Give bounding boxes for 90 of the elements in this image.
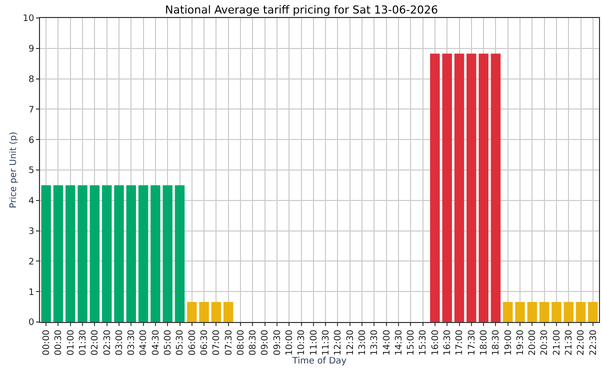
bar	[138, 185, 148, 322]
bar	[41, 185, 51, 322]
x-tick-label: 19:00	[504, 329, 514, 356]
bar	[174, 185, 185, 322]
x-tick-label: 05:00	[164, 329, 174, 356]
x-tick-label: 13:00	[358, 329, 368, 356]
x-tick-label: 17:00	[455, 329, 466, 356]
bar	[162, 185, 172, 322]
bar	[150, 185, 160, 322]
bar	[539, 302, 550, 322]
y-tick-label: 2	[28, 257, 34, 268]
y-tick-label: 7	[28, 105, 34, 116]
bar	[442, 54, 452, 322]
x-tick-label: 18:00	[479, 329, 490, 356]
x-tick-label: 11:00	[309, 329, 320, 356]
x-tick-label: 21:30	[564, 329, 575, 356]
bar	[454, 54, 464, 322]
x-tick-label: 01:30	[78, 329, 88, 356]
x-tick-label: 09:30	[272, 329, 283, 356]
x-axis-title: Time of Day	[291, 356, 348, 366]
y-tick-label: 4	[28, 196, 34, 207]
y-axis-title: Price per Unit (p)	[9, 132, 20, 208]
x-tick-label: 20:00	[528, 329, 538, 356]
bar	[114, 185, 124, 322]
x-tick-label: 10:00	[285, 329, 296, 356]
x-tick-label: 05:30	[176, 329, 186, 356]
x-tick-label: 04:30	[151, 329, 162, 356]
y-tick-label: 5	[28, 166, 34, 176]
bar	[211, 302, 222, 322]
x-tick-label: 12:30	[346, 329, 356, 356]
bar	[490, 54, 501, 322]
x-tick-label: 18:30	[492, 329, 502, 356]
x-tick-label: 16:00	[430, 329, 441, 356]
bar	[90, 185, 100, 322]
x-tick-label: 06:30	[200, 329, 210, 356]
bar	[503, 302, 513, 322]
x-tick-label: 09:00	[260, 329, 271, 356]
x-tick-label: 00:30	[54, 329, 64, 356]
bar	[588, 302, 598, 322]
x-tick-label: 12:00	[334, 329, 344, 356]
y-tick-label: 10	[22, 14, 34, 24]
x-tick-label: 22:30	[588, 329, 599, 356]
bar	[66, 185, 76, 322]
x-tick-label: 04:00	[139, 329, 150, 356]
bar	[53, 185, 64, 322]
bar	[126, 185, 136, 322]
x-tick-label: 06:00	[188, 329, 198, 356]
x-tick-label: 15:00	[406, 329, 417, 356]
bar	[430, 54, 440, 322]
bar	[78, 185, 88, 322]
x-tick-label: 03:00	[114, 329, 125, 356]
x-tick-label: 22:00	[576, 329, 587, 356]
bar	[515, 302, 525, 322]
x-tick-label: 01:00	[66, 329, 76, 356]
bar	[478, 54, 488, 322]
x-tick-label: 02:30	[102, 329, 113, 356]
bar	[224, 302, 234, 322]
x-tick-label: 08:00	[236, 329, 246, 356]
y-tick-label: 1	[28, 288, 34, 298]
x-tick-label: 14:30	[394, 329, 404, 356]
x-tick-label: 19:30	[516, 329, 526, 356]
y-tick-label: 0	[28, 318, 34, 328]
x-tick-label: 11:30	[322, 329, 332, 356]
y-tick-label: 6	[28, 136, 34, 146]
x-tick-label: 07:00	[212, 329, 222, 356]
x-tick-label: 20:30	[540, 329, 550, 356]
x-tick-label: 13:30	[370, 329, 380, 356]
chart-title: National Average tariff pricing for Sat 13-06-2026	[165, 3, 438, 16]
x-tick-label: 03:30	[127, 329, 138, 356]
x-tick-label: 02:00	[90, 329, 101, 356]
bar	[199, 302, 209, 322]
bar	[576, 302, 586, 322]
x-tick-label: 21:00	[552, 329, 562, 356]
x-tick-label: 07:30	[224, 329, 234, 356]
bar	[102, 185, 112, 322]
y-tick-label: 8	[28, 74, 34, 85]
y-tick-label: 3	[28, 226, 34, 237]
x-tick-label: 10:30	[297, 329, 308, 356]
x-tick-label: 16:30	[443, 329, 454, 356]
bar	[552, 302, 562, 322]
x-tick-label: 14:00	[382, 329, 392, 356]
x-tick-label: 17:30	[467, 329, 478, 356]
x-tick-label: 15:30	[418, 329, 429, 356]
bar	[527, 302, 538, 322]
x-tick-label: 08:30	[248, 329, 259, 356]
bar	[466, 54, 476, 322]
y-tick-label: 9	[28, 44, 34, 55]
bar	[564, 302, 574, 322]
bar	[187, 302, 197, 322]
x-tick-label: 00:00	[42, 329, 52, 356]
